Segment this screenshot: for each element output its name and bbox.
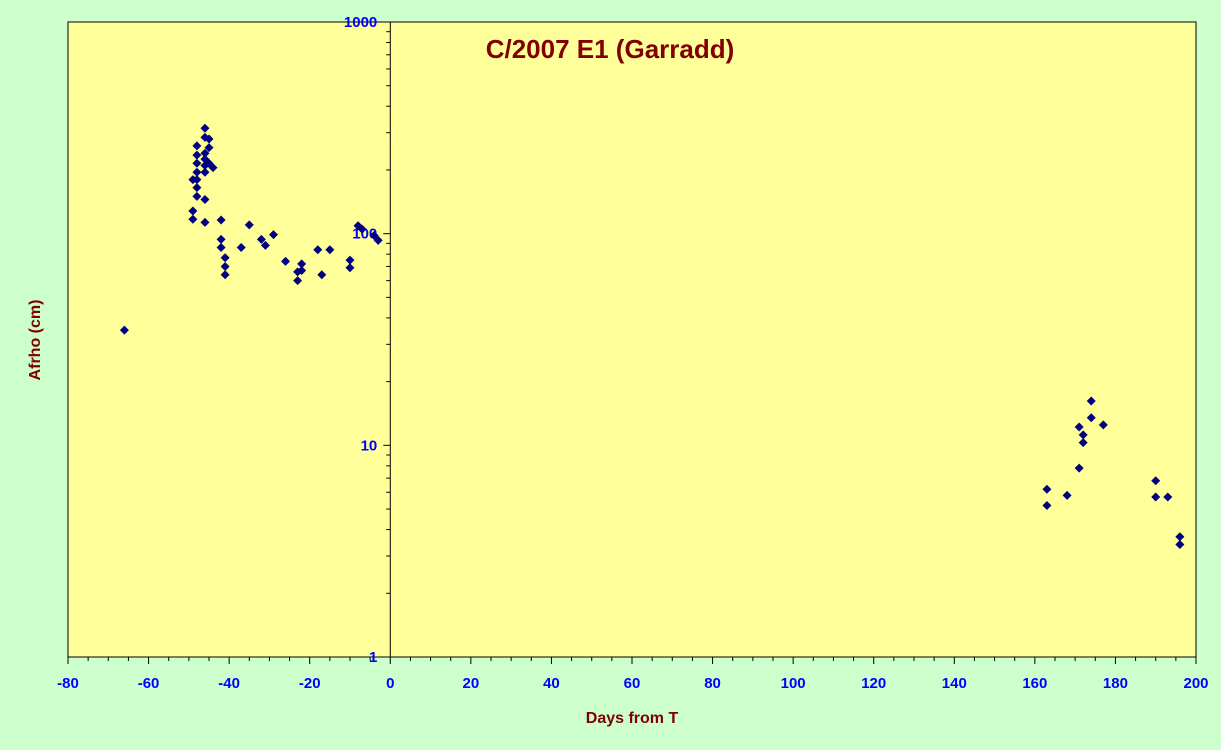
data-point <box>1151 476 1161 486</box>
data-point <box>208 163 218 173</box>
data-point <box>192 167 202 177</box>
data-point <box>200 123 210 133</box>
data-point <box>1098 420 1108 430</box>
x-tick-label: -60 <box>138 675 160 692</box>
data-point <box>268 230 278 240</box>
data-point <box>192 183 202 193</box>
x-tick-label: -80 <box>57 675 79 692</box>
x-tick-label: -20 <box>299 675 321 692</box>
data-point <box>188 206 198 216</box>
data-point <box>216 215 226 225</box>
data-point <box>281 256 291 266</box>
data-point <box>357 224 367 234</box>
data-point <box>236 243 246 253</box>
data-point <box>188 214 198 224</box>
data-point <box>1175 532 1185 542</box>
x-axis-title: Days from T <box>586 710 679 727</box>
data-point <box>1074 422 1084 432</box>
data-point <box>216 234 226 244</box>
data-point <box>260 240 270 250</box>
axis-ticks <box>67 21 1197 664</box>
data-point <box>220 270 230 280</box>
data-point <box>244 220 254 230</box>
data-point <box>1074 463 1084 473</box>
data-point <box>1042 500 1052 510</box>
data-point <box>200 195 210 205</box>
x-tick-label: 20 <box>463 675 480 692</box>
x-tick-label: 140 <box>942 675 967 692</box>
x-tick-label: 160 <box>1022 675 1047 692</box>
data-point <box>216 243 226 253</box>
data-point <box>192 158 202 168</box>
data-point <box>1163 492 1173 502</box>
data-point <box>373 235 383 245</box>
plot-area <box>67 21 1197 658</box>
x-tick-label: 0 <box>386 675 394 692</box>
data-point <box>1086 413 1096 423</box>
data-point <box>192 141 202 151</box>
x-tick-label: 120 <box>861 675 886 692</box>
x-tick-label: -40 <box>218 675 240 692</box>
data-point <box>1078 430 1088 440</box>
y-axis-title: Afrho (cm) <box>27 300 44 381</box>
x-tick-label: 100 <box>781 675 806 692</box>
data-point <box>200 217 210 227</box>
x-tick-label: 80 <box>704 675 721 692</box>
data-point <box>204 134 214 144</box>
data-point <box>192 175 202 185</box>
x-tick-label: 40 <box>543 675 560 692</box>
data-point <box>325 245 335 255</box>
data-point <box>200 148 210 158</box>
data-point <box>293 276 303 286</box>
chart-title: C/2007 E1 (Garradd) <box>486 34 735 64</box>
x-tick-label: 60 <box>624 675 641 692</box>
y-tick-label: 1 <box>369 649 377 666</box>
data-point <box>345 263 355 273</box>
data-point <box>1078 438 1088 448</box>
data-point <box>204 143 214 153</box>
data-point <box>200 167 210 177</box>
data-point <box>1042 484 1052 494</box>
data-point <box>1062 490 1072 500</box>
data-point <box>297 265 307 275</box>
data-point <box>220 261 230 271</box>
x-tick-label: 180 <box>1103 675 1128 692</box>
data-point <box>317 270 327 280</box>
data-point <box>1086 396 1096 406</box>
data-points <box>119 123 1185 550</box>
data-point <box>256 234 266 244</box>
y-tick-label: 1000 <box>344 14 377 31</box>
data-point <box>1151 492 1161 502</box>
data-point <box>192 150 202 160</box>
axis-tick-labels: -80 -60 -40 -20 0 20 40 60 80 100 120 140 160 180 200 1… <box>57 14 1208 692</box>
data-point <box>119 325 129 335</box>
data-point <box>345 255 355 265</box>
data-point <box>313 245 323 255</box>
data-point <box>192 191 202 201</box>
data-point <box>220 253 230 263</box>
x-tick-label: 200 <box>1183 675 1208 692</box>
y-tick-label: 10 <box>361 437 378 454</box>
data-point <box>1175 540 1185 550</box>
data-point <box>297 259 307 269</box>
